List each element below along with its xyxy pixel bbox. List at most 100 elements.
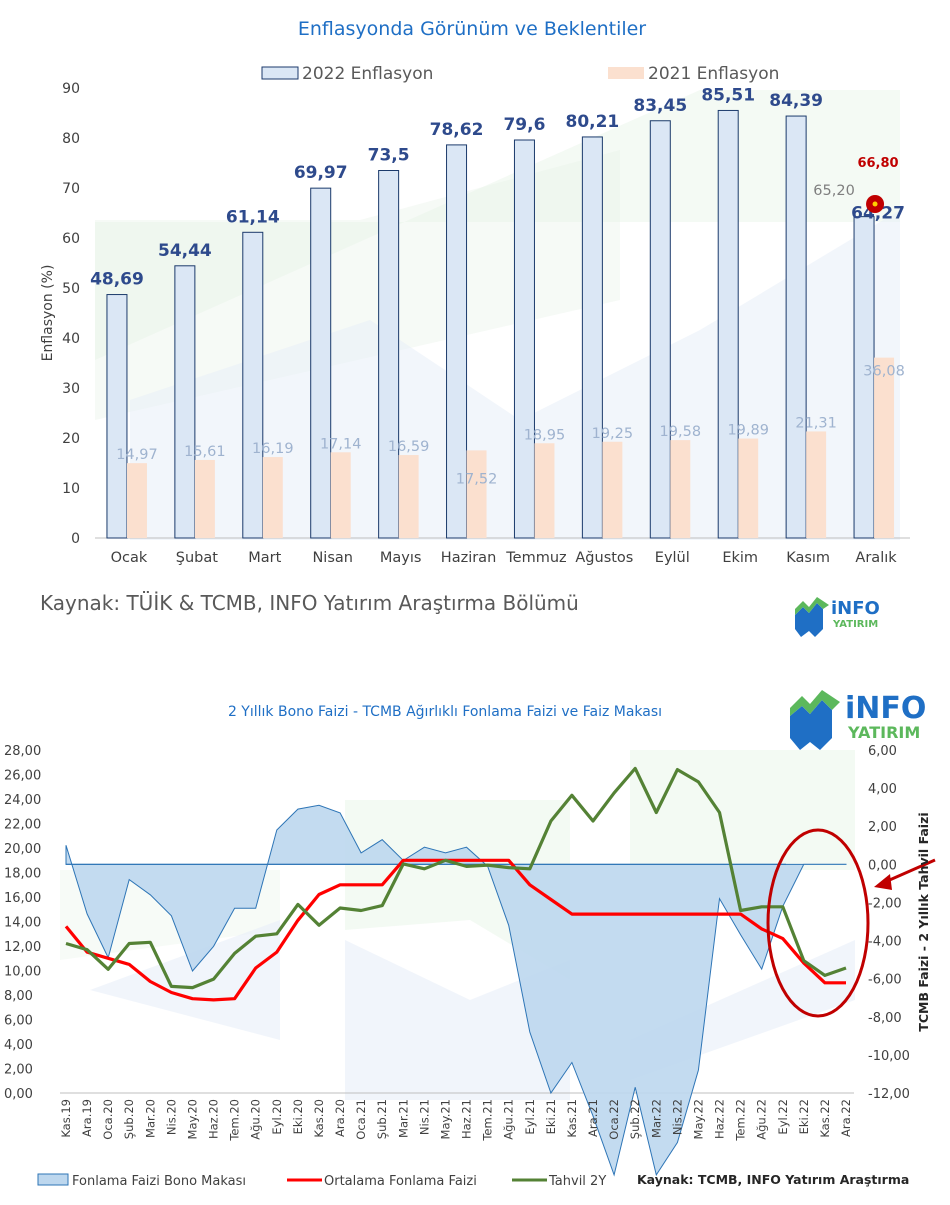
x-tick-label: Haziran	[441, 550, 496, 566]
y-right-tick-label: 4,00	[868, 782, 897, 797]
bar-2021-10	[738, 438, 759, 538]
chart1-title: Enflasyonda Görünüm ve Beklentiler	[298, 18, 646, 40]
bar-2022-8	[581, 136, 603, 539]
chart2-right-axis-label: TCMB Faizi - 2 Yıllık Tahvil Faizi	[916, 812, 931, 1031]
highlight-arrow-line	[884, 858, 936, 884]
x-tick-label: Aralık	[855, 550, 897, 566]
y-left-tick-label: 8,00	[4, 989, 33, 1004]
y-left-tick-label: 12,00	[4, 940, 41, 955]
bar-2022-7	[513, 139, 535, 539]
data-label-2022: 80,21	[565, 112, 619, 132]
spread-area	[65, 804, 847, 1177]
x-tick-label: Eki.20	[291, 1099, 305, 1134]
forecast-label-low: 65,20	[813, 183, 855, 199]
bar-2021-9	[670, 440, 691, 538]
data-label-2021: 21,31	[795, 415, 837, 431]
logo-large: iNFO YATIRIM	[790, 690, 926, 750]
y-tick-label: 20	[62, 431, 80, 447]
bar-2021-7	[534, 443, 555, 538]
y-left-tick-label: 2,00	[4, 1063, 33, 1078]
bar-2022-1	[106, 294, 128, 539]
bar-2021-4	[330, 452, 351, 538]
bar-2021-1	[126, 463, 147, 538]
inflation-bar-chart: Enflasyonda Görünüm ve Beklentiler 2022 …	[40, 18, 910, 637]
x-tick-label: Şubat	[176, 550, 218, 566]
data-label-2022: 73,5	[368, 146, 410, 166]
bar-2021-2	[194, 459, 215, 538]
x-tick-label: Şub.22	[628, 1099, 642, 1139]
bar-2022-10	[717, 109, 739, 539]
data-label-2022: 69,97	[294, 163, 348, 183]
x-tick-label: Ekim	[722, 550, 758, 566]
x-tick-label: Eyl.21	[523, 1099, 537, 1135]
x-tick-label: Ara.21	[586, 1099, 600, 1137]
x-tick-label: Mar.22	[649, 1099, 663, 1138]
y-right-tick-label: -4,00	[868, 935, 902, 950]
y-left-tick-label: 14,00	[4, 916, 41, 931]
x-tick-label: Nisan	[312, 550, 353, 566]
y-tick-label: 70	[62, 181, 80, 197]
data-label-2021: 16,19	[252, 441, 294, 457]
y-left-tick-label: 22,00	[4, 818, 41, 833]
x-tick-label: Nis.20	[164, 1099, 178, 1135]
data-label-2021: 19,89	[727, 423, 769, 439]
y-left-tick-label: 20,00	[4, 842, 41, 857]
y-tick-label: 10	[62, 481, 80, 497]
chart2-source: Kaynak: TCMB, INFO Yatırım Araştırma	[637, 1172, 909, 1187]
y-tick-label: 90	[62, 81, 80, 97]
logo-large-subtext: YATIRIM	[847, 723, 920, 742]
y-right-tick-label: -8,00	[868, 1011, 902, 1026]
legend-swatch-spread	[37, 1173, 69, 1186]
y-tick-label: 40	[62, 331, 80, 347]
data-label-2021: 15,61	[184, 444, 226, 460]
x-tick-label: Ocak	[111, 550, 148, 566]
data-label-2022: 79,6	[503, 115, 545, 135]
x-tick-label: Eki.21	[544, 1099, 558, 1134]
y-tick-label: 60	[62, 231, 80, 247]
data-label-2022: 61,14	[226, 207, 280, 227]
bar-2021-11	[806, 431, 827, 538]
legend-label-2021: 2021 Enflasyon	[648, 64, 779, 84]
logo-small-text: iNFO	[831, 598, 880, 619]
x-tick-label: May.22	[691, 1099, 705, 1139]
bar-2021-6	[466, 450, 487, 538]
data-label-2022: 48,69	[90, 270, 144, 290]
bar-2022-5	[378, 170, 400, 539]
x-tick-label: Oca.20	[101, 1099, 115, 1140]
legend-label-funding: Ortalama Fonlama Faizi	[324, 1174, 477, 1189]
x-tick-label: Tem.22	[734, 1099, 748, 1142]
data-label-2022: 84,39	[769, 91, 823, 111]
x-tick-label: Kas.22	[818, 1099, 832, 1138]
legend-swatch-2022	[261, 66, 299, 80]
forecast-label-high: 66,80	[857, 156, 898, 171]
x-tick-label: Tem.20	[228, 1099, 242, 1142]
x-tick-label: Kasım	[786, 550, 830, 566]
x-tick-label: Kas.20	[312, 1099, 326, 1138]
y-tick-label: 80	[62, 131, 80, 147]
x-tick-label: Eyl.22	[776, 1099, 790, 1135]
funding-rate-line	[64, 858, 846, 1002]
x-tick-label: Oca.21	[354, 1099, 368, 1140]
data-label-2021: 17,52	[456, 471, 498, 487]
x-tick-label: Haz.21	[460, 1099, 474, 1139]
data-label-2021: 16,59	[388, 439, 430, 455]
x-tick-label: Oca.22	[607, 1099, 621, 1140]
legend-swatch-2021	[608, 67, 644, 79]
x-tick-label: Nis.22	[670, 1099, 684, 1135]
data-label-2021: 17,14	[320, 436, 362, 452]
data-label-2022: 78,62	[430, 120, 484, 140]
bar-2022-11	[785, 115, 807, 539]
bar-2021-8	[602, 441, 623, 538]
x-tick-label: Tem.21	[481, 1099, 495, 1142]
x-tick-label: Mar.20	[143, 1099, 157, 1138]
x-tick-label: Eyl.20	[270, 1099, 284, 1135]
y-left-tick-label: 10,00	[4, 965, 41, 980]
data-label-2022: 83,45	[633, 96, 687, 116]
data-label-2022: 54,44	[158, 241, 212, 261]
x-tick-label: Haz.20	[207, 1099, 221, 1139]
logo-small-subtext: YATIRIM	[832, 619, 878, 630]
y-left-tick-label: 6,00	[4, 1014, 33, 1029]
y-right-tick-label: 6,00	[868, 744, 897, 759]
y-right-tick-label: -6,00	[868, 973, 902, 988]
